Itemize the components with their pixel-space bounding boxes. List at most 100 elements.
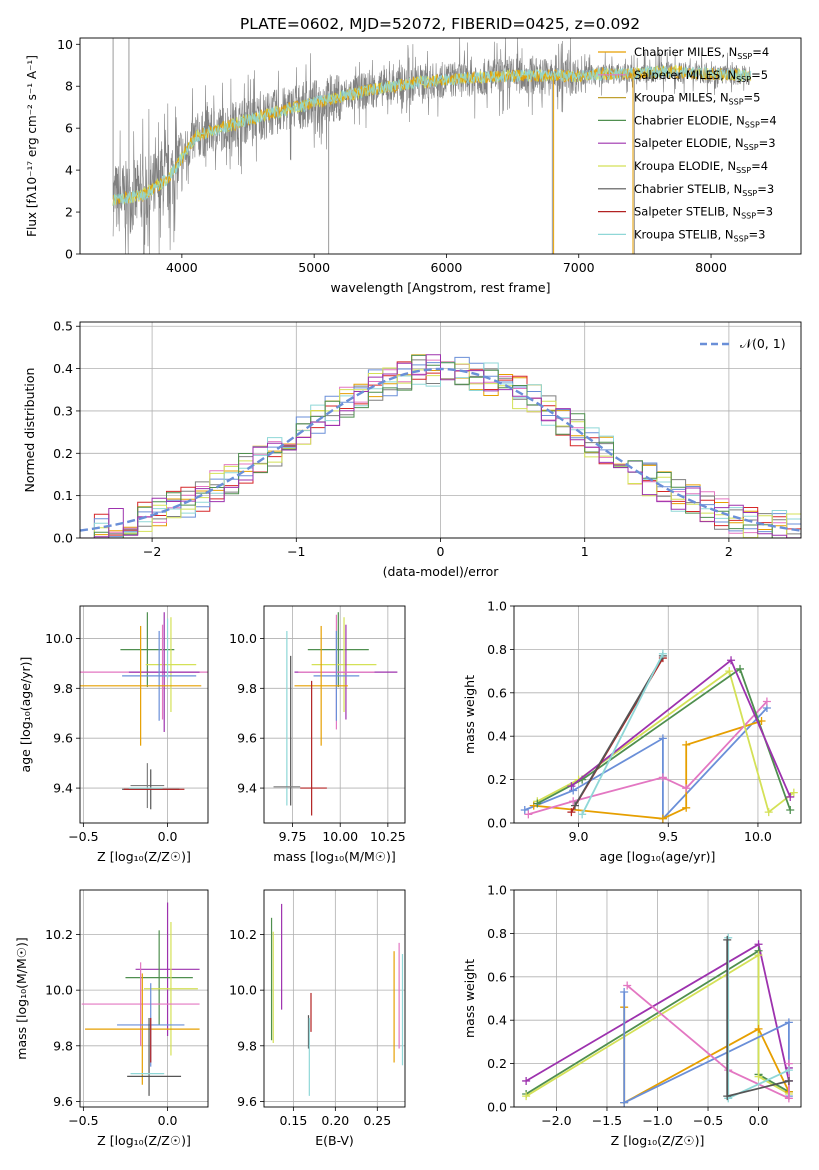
y-tick-label: 0.4 xyxy=(487,1013,507,1028)
y-tick-label: 1.0 xyxy=(487,883,507,898)
axes-age-vs-mass: 9.75 10.00 10.25 9.4 9.6 9.8 10.0 mass [log₁₀(M… xyxy=(229,606,406,864)
series-marker xyxy=(754,1072,763,1081)
series-line xyxy=(570,658,792,798)
y-axis-label: mass weight xyxy=(462,675,477,754)
y-tick-label: 0.3 xyxy=(53,403,73,418)
y-tick-label: 9.4 xyxy=(53,781,73,796)
weight-vs-Z-series xyxy=(522,933,793,1107)
y-tick-label: 0.0 xyxy=(487,816,507,831)
legend-entry: Kroupa ELODIE, NSSP=4 xyxy=(634,159,768,175)
x-tick-label: 0.0 xyxy=(749,1113,769,1128)
y-tick-label: 9.8 xyxy=(53,681,73,696)
legend-entry: Salpeter ELODIE, NSSP=3 xyxy=(634,136,776,152)
y-tick-label: 0.5 xyxy=(53,319,73,334)
y-tick-label: 10.0 xyxy=(229,983,257,998)
x-tick-label: 6000 xyxy=(431,260,463,275)
legend-entry: Kroupa MILES, NSSP=5 xyxy=(634,91,760,107)
series-marker xyxy=(567,782,576,791)
series-marker xyxy=(786,805,795,814)
model-spectrum-line xyxy=(112,65,752,206)
y-tick-label: 0.2 xyxy=(53,446,73,461)
axes-spectrum: 4000 5000 6000 7000 8000 0 2 4 6 8 10 wavelength [A… xyxy=(25,37,727,295)
x-axis-label: Z [log₁₀(Z/Z☉)] xyxy=(97,1133,191,1148)
y-axis-label: mass weight xyxy=(462,959,477,1038)
series-marker xyxy=(784,1076,793,1085)
series-marker xyxy=(522,1092,531,1101)
series-marker xyxy=(533,799,542,808)
y-tick-label: 0.2 xyxy=(487,1056,507,1071)
age-vs-Z-points xyxy=(80,612,208,810)
series-marker xyxy=(658,814,667,823)
y-tick-label: 0.2 xyxy=(487,772,507,787)
x-tick-label: 9.0 xyxy=(569,829,589,844)
series-marker xyxy=(623,981,632,990)
series-marker xyxy=(723,1092,732,1101)
series-marker xyxy=(569,786,578,795)
observed-spectrum-line xyxy=(112,38,751,254)
series-marker xyxy=(682,740,691,749)
histogram-step xyxy=(80,354,801,538)
legend-entry: Kroupa STELIB, NSSP=3 xyxy=(634,227,765,243)
y-axis-label: Normed distribution xyxy=(22,368,37,493)
series-marker xyxy=(736,664,745,673)
weight-vs-age-series xyxy=(520,649,798,823)
axes-weight-vs-Z: −2.0 −1.5 −1.0 −0.5 0.0 0.0 0.2 0.4 0.6 0.8 1.0 Z [… xyxy=(462,883,801,1148)
axes-residuals: −2 −1 0 1 2 0.0 0.1 0.2 0.3 0.4 0.5 (data-model)/er… xyxy=(22,319,801,579)
x-tick-label: 10.00 xyxy=(322,829,358,844)
y-tick-label: 4 xyxy=(65,163,73,178)
weight-vs-Z-frame xyxy=(513,889,802,1108)
residual-plot xyxy=(80,354,801,538)
x-tick-label: 2 xyxy=(725,544,733,559)
series-marker xyxy=(764,808,773,817)
y-tick-label: 6 xyxy=(65,121,73,136)
y-tick-label: 9.8 xyxy=(237,681,257,696)
series-marker xyxy=(620,987,629,996)
legend-entry: Salpeter STELIB, NSSP=3 xyxy=(634,205,773,221)
series-marker xyxy=(682,784,691,793)
x-tick-label: −0.5 xyxy=(693,1113,723,1128)
series-marker xyxy=(524,810,533,819)
x-axis-label: wavelength [Angstrom, rest frame] xyxy=(330,280,550,295)
series-marker xyxy=(522,1076,531,1085)
y-tick-label: 0.1 xyxy=(53,488,73,503)
x-tick-label: 0.15 xyxy=(279,1113,307,1128)
mass-vs-ebv-points xyxy=(270,903,404,1096)
x-tick-label: −1.5 xyxy=(592,1113,622,1128)
y-tick-label: 9.6 xyxy=(53,731,73,746)
x-tick-label: −2.0 xyxy=(541,1113,571,1128)
y-tick-label: 1.0 xyxy=(487,599,507,614)
legend-entry: Chabrier STELIB, NSSP=3 xyxy=(634,182,774,198)
x-tick-label: 1 xyxy=(581,544,589,559)
gaussian-curve xyxy=(80,367,801,532)
mass-vs-Z-frame xyxy=(79,889,209,1108)
series-marker xyxy=(658,734,667,743)
y-tick-label: 10.0 xyxy=(229,631,257,646)
y-tick-label: 9.6 xyxy=(237,1094,257,1109)
x-tick-label: 9.75 xyxy=(279,829,307,844)
series-marker xyxy=(754,1024,763,1033)
x-axis-label: (data-model)/error xyxy=(383,564,500,579)
series-line xyxy=(524,707,768,821)
x-axis-label: Z [log₁₀(Z/Z☉)] xyxy=(611,1133,705,1148)
x-tick-label: −1 xyxy=(287,544,305,559)
series-marker xyxy=(658,649,667,658)
weight-vs-age-frame xyxy=(513,605,802,824)
series-marker xyxy=(784,1094,793,1103)
x-tick-label: 0.20 xyxy=(321,1113,349,1128)
series-line xyxy=(574,655,664,807)
series-marker xyxy=(762,697,771,706)
y-axis-label: age [log₁₀(age/yr)] xyxy=(18,657,33,773)
series-marker xyxy=(520,805,529,814)
spectrum-frame xyxy=(79,37,802,255)
model-spectrum-line xyxy=(112,64,752,206)
y-tick-label: 9.8 xyxy=(53,1038,73,1053)
x-axis-label: Z [log₁₀(Z/Z☉)] xyxy=(97,849,191,864)
x-axis-label: E(B-V) xyxy=(315,1133,354,1148)
x-axis-label: mass [log₁₀(M/M☉)] xyxy=(273,849,395,864)
legend-entry: 𝒩(0, 1) xyxy=(740,336,786,351)
x-tick-label: −1.0 xyxy=(642,1113,672,1128)
y-tick-label: 0.4 xyxy=(487,729,507,744)
y-tick-label: 0.8 xyxy=(487,642,507,657)
x-tick-label: 10.25 xyxy=(370,829,406,844)
